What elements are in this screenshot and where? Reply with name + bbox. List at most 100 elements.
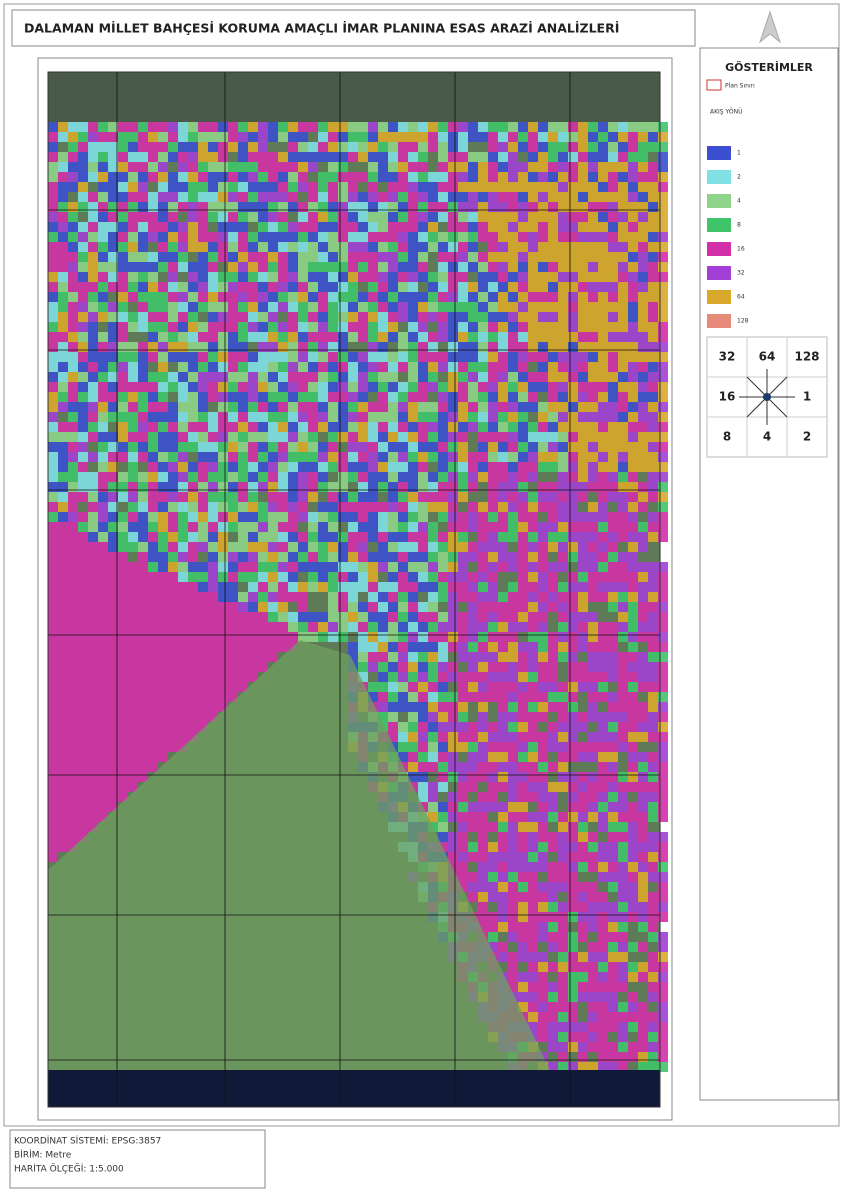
flow-cell — [618, 352, 628, 362]
flow-cell — [68, 822, 78, 832]
flow-cell — [408, 182, 418, 192]
flow-cell — [608, 432, 618, 442]
flow-cell — [238, 212, 248, 222]
flow-cell — [648, 132, 658, 142]
flow-cell — [598, 822, 608, 832]
flow-cell — [158, 332, 168, 342]
flow-cell — [658, 172, 668, 182]
flow-cell — [628, 432, 638, 442]
flow-cell — [138, 382, 148, 392]
flow-cell — [528, 962, 538, 972]
flow-cell — [108, 662, 118, 672]
flow-cell — [78, 382, 88, 392]
flow-cell — [258, 322, 268, 332]
flow-cell — [498, 312, 508, 322]
flow-cell — [508, 912, 518, 922]
flow-cell — [298, 482, 308, 492]
flow-cell — [328, 562, 338, 572]
flow-cell — [428, 342, 438, 352]
direction-label: 4 — [763, 430, 771, 444]
flow-cell — [448, 202, 458, 212]
flow-cell — [568, 122, 578, 132]
flow-cell — [368, 442, 378, 452]
flow-cell — [518, 992, 528, 1002]
flow-cell — [78, 152, 88, 162]
flow-cell — [628, 342, 638, 352]
flow-cell — [648, 242, 658, 252]
flow-cell — [538, 332, 548, 342]
flow-cell — [128, 232, 138, 242]
flow-cell — [608, 132, 618, 142]
flow-cell — [398, 582, 408, 592]
flow-cell — [168, 182, 178, 192]
info-line: HARİTA ÖLÇEĞİ: 1:5.000 — [14, 1163, 124, 1175]
flow-cell — [48, 752, 58, 762]
flow-cell — [118, 472, 128, 482]
flow-cell — [528, 592, 538, 602]
flow-cell — [228, 302, 238, 312]
flow-cell — [378, 282, 388, 292]
flow-cell — [368, 642, 378, 652]
flow-cell — [68, 662, 78, 672]
flow-cell — [88, 652, 98, 662]
flow-cell — [618, 152, 628, 162]
flow-cell — [108, 592, 118, 602]
flow-cell — [568, 852, 578, 862]
flow-cell — [438, 562, 448, 572]
flow-cell — [78, 602, 88, 612]
flow-cell — [88, 152, 98, 162]
flow-cell — [58, 202, 68, 212]
flow-cell — [258, 402, 268, 412]
flow-cell — [658, 602, 668, 612]
flow-cell — [578, 402, 588, 412]
flow-cell — [358, 222, 368, 232]
flow-cell — [628, 912, 638, 922]
flow-cell — [558, 352, 568, 362]
flow-cell — [428, 502, 438, 512]
flow-cell — [348, 452, 358, 462]
flow-cell — [68, 352, 78, 362]
flow-cell — [388, 482, 398, 492]
flow-cell — [198, 602, 208, 612]
flow-cell — [328, 582, 338, 592]
flow-cell — [608, 762, 618, 772]
flow-cell — [178, 642, 188, 652]
flow-cell — [208, 592, 218, 602]
flow-cell — [588, 352, 598, 362]
flow-cell — [438, 212, 448, 222]
flow-cell — [288, 472, 298, 482]
flow-cell — [558, 592, 568, 602]
flow-cell — [508, 742, 518, 752]
flow-cell — [528, 552, 538, 562]
flow-cell — [288, 512, 298, 522]
flow-cell — [108, 552, 118, 562]
flow-cell — [238, 502, 248, 512]
flow-cell — [558, 962, 568, 972]
flow-cell — [338, 492, 348, 502]
flow-cell — [618, 712, 628, 722]
flow-cell — [538, 382, 548, 392]
flow-cell — [428, 792, 438, 802]
flow-cell — [398, 172, 408, 182]
flow-cell — [438, 702, 448, 712]
flow-cell — [218, 222, 228, 232]
flow-cell — [308, 632, 318, 642]
flow-cell — [148, 422, 158, 432]
flow-cell — [638, 772, 648, 782]
flow-cell — [68, 402, 78, 412]
flow-cell — [58, 602, 68, 612]
flow-cell — [448, 382, 458, 392]
flow-cell — [518, 972, 528, 982]
flow-cell — [448, 262, 458, 272]
flow-cell — [188, 352, 198, 362]
flow-cell — [538, 922, 548, 932]
flow-cell — [48, 492, 58, 502]
flow-cell — [218, 502, 228, 512]
flow-cell — [518, 932, 528, 942]
flow-cell — [458, 572, 468, 582]
flow-cell — [538, 712, 548, 722]
flow-cell — [588, 1002, 598, 1012]
flow-cell — [188, 192, 198, 202]
flow-cell — [558, 272, 568, 282]
flow-cell — [548, 872, 558, 882]
